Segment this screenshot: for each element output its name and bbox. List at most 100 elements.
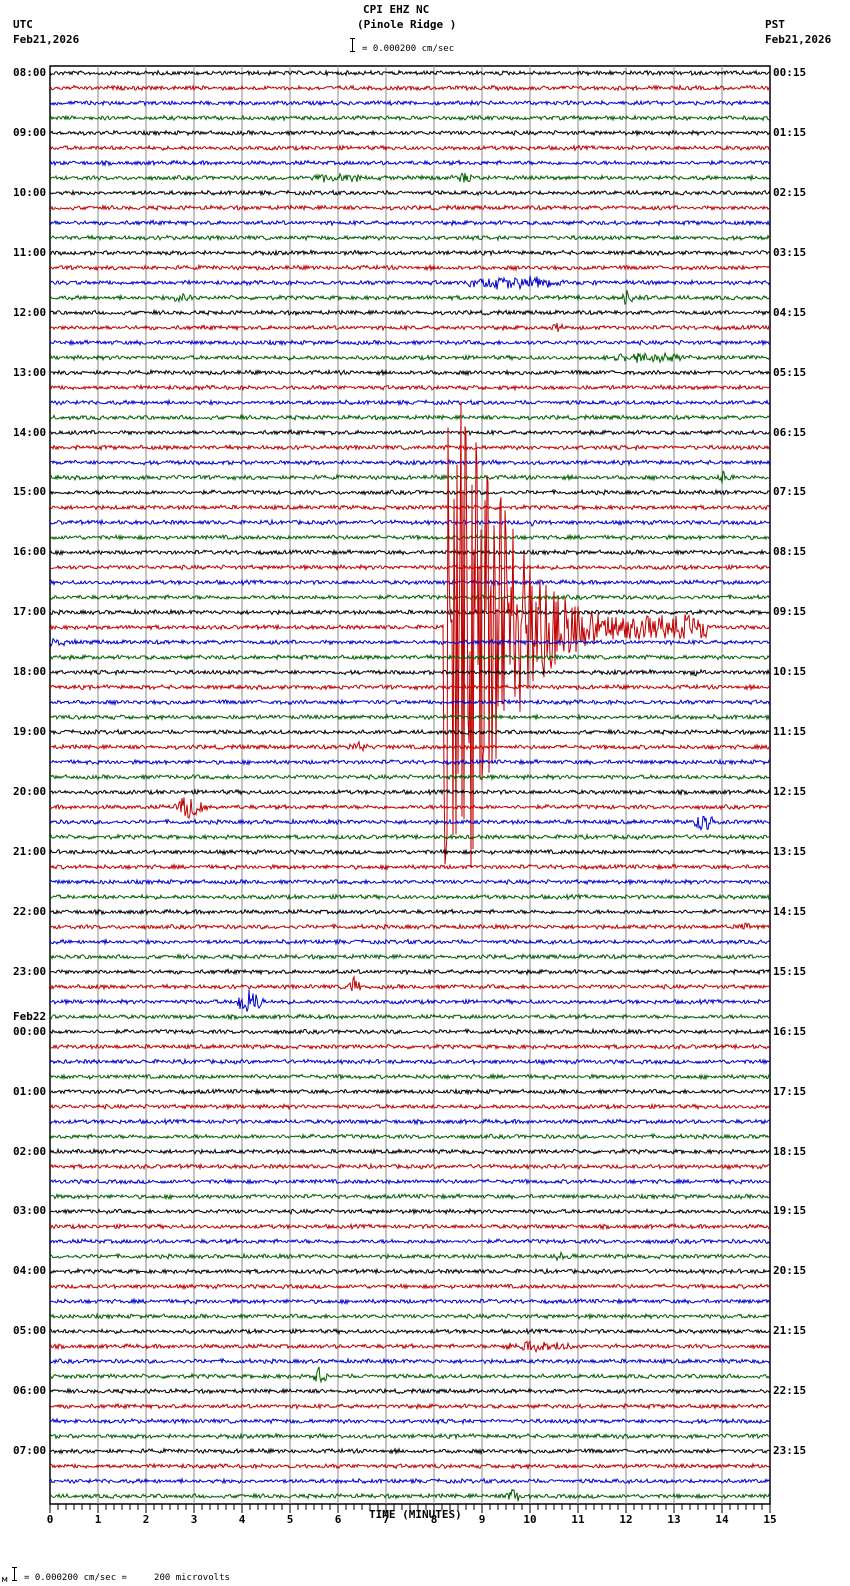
trace bbox=[49, 143, 771, 152]
x-tick-label: 3 bbox=[190, 1513, 198, 1526]
utc-time-label: 06:00 bbox=[13, 1384, 47, 1398]
trace bbox=[49, 683, 771, 692]
trace bbox=[49, 290, 771, 306]
trace bbox=[49, 1447, 771, 1456]
station-title: CPI EHZ NC bbox=[363, 3, 430, 16]
trace bbox=[49, 740, 771, 753]
trace bbox=[49, 1477, 771, 1485]
trace bbox=[49, 1297, 771, 1306]
trace bbox=[49, 413, 771, 422]
trace bbox=[49, 1177, 771, 1186]
pst-time-label: 14:15 bbox=[773, 904, 807, 918]
utc-time-label: 15:00 bbox=[13, 485, 47, 499]
trace bbox=[49, 1432, 771, 1441]
trace bbox=[49, 952, 771, 961]
trace bbox=[49, 1102, 771, 1111]
trace bbox=[49, 758, 771, 766]
trace bbox=[49, 1312, 771, 1321]
trace bbox=[49, 189, 771, 197]
trace bbox=[49, 1012, 770, 1021]
trace bbox=[49, 1147, 771, 1156]
utc-time-label: 04:00 bbox=[13, 1264, 47, 1278]
trace bbox=[49, 989, 771, 1012]
utc-time-label: 08:00 bbox=[13, 66, 47, 79]
trace bbox=[49, 172, 771, 183]
pst-time-label: 02:15 bbox=[773, 185, 807, 199]
trace bbox=[49, 1462, 771, 1471]
trace bbox=[49, 233, 771, 242]
trace bbox=[49, 398, 771, 407]
trace bbox=[49, 773, 771, 782]
trace bbox=[49, 815, 771, 832]
trace bbox=[49, 83, 771, 92]
trace bbox=[49, 974, 771, 992]
utc-time-label: 14:00 bbox=[13, 425, 47, 439]
trace bbox=[49, 322, 771, 333]
trace bbox=[49, 593, 771, 601]
trace bbox=[49, 533, 771, 542]
trace bbox=[49, 1117, 771, 1126]
x-tick-label: 1 bbox=[94, 1513, 102, 1526]
trace bbox=[49, 69, 771, 78]
trace bbox=[49, 368, 771, 377]
trace bbox=[49, 1162, 771, 1171]
trace bbox=[49, 608, 771, 616]
trace bbox=[49, 503, 771, 512]
trace bbox=[49, 788, 771, 797]
pst-time-label: 23:15 bbox=[773, 1444, 807, 1458]
x-tick-label: 10 bbox=[523, 1513, 537, 1526]
trace bbox=[49, 99, 771, 107]
utc-time-label: 02:00 bbox=[13, 1144, 47, 1158]
utc-time-label: 10:00 bbox=[13, 185, 47, 199]
trace bbox=[49, 908, 771, 917]
utc-time-label: 09:00 bbox=[13, 125, 47, 139]
trace bbox=[49, 563, 771, 572]
trace bbox=[49, 1387, 771, 1395]
footer-scale-bar-icon bbox=[12, 1567, 17, 1581]
trace bbox=[49, 443, 771, 452]
trace bbox=[49, 470, 771, 484]
trace bbox=[49, 848, 771, 856]
trace bbox=[49, 1132, 771, 1141]
utc-time-label: 05:00 bbox=[13, 1324, 47, 1338]
date-change-label: Feb22 bbox=[13, 1009, 47, 1023]
trace bbox=[49, 1251, 771, 1262]
trace bbox=[49, 263, 771, 272]
utc-time-label: 12:00 bbox=[13, 305, 47, 319]
x-tick-label: 4 bbox=[238, 1513, 246, 1526]
trace bbox=[49, 892, 771, 901]
trace bbox=[49, 308, 771, 317]
trace bbox=[49, 728, 771, 736]
pst-time-label: 16:15 bbox=[773, 1024, 807, 1038]
footer-scale-text: = 0.000200 cm/sec = 200 microvolts bbox=[24, 1573, 230, 1583]
trace bbox=[49, 1237, 771, 1245]
x-tick-label: 13 bbox=[667, 1513, 681, 1526]
x-tick-label: 2 bbox=[142, 1513, 150, 1526]
trace bbox=[49, 878, 771, 886]
trace bbox=[49, 1366, 771, 1384]
pst-time-label: 20:15 bbox=[773, 1264, 807, 1278]
x-tick-label: 8 bbox=[430, 1513, 438, 1526]
scale-bar-icon bbox=[350, 38, 355, 52]
trace bbox=[49, 578, 771, 587]
trace bbox=[49, 1357, 771, 1365]
utc-time-label: 19:00 bbox=[13, 725, 47, 739]
utc-time-label: 01:00 bbox=[13, 1084, 47, 1098]
trace bbox=[49, 159, 771, 168]
trace bbox=[49, 1042, 771, 1051]
trace bbox=[49, 338, 771, 347]
pst-time-label: 09:15 bbox=[773, 605, 807, 619]
x-tick-label: 14 bbox=[715, 1513, 729, 1526]
pst-time-label: 21:15 bbox=[773, 1324, 807, 1338]
utc-time-label: 18:00 bbox=[13, 665, 47, 679]
right-date: Feb21,2026 bbox=[765, 33, 832, 46]
pst-time-label: 10:15 bbox=[773, 665, 807, 679]
trace bbox=[49, 1057, 771, 1066]
trace bbox=[49, 114, 771, 122]
utc-time-label: 20:00 bbox=[13, 785, 47, 799]
pst-time-label: 19:15 bbox=[773, 1204, 807, 1218]
utc-time-label: 13:00 bbox=[13, 365, 47, 379]
trace bbox=[49, 922, 771, 931]
trace bbox=[49, 832, 771, 841]
trace bbox=[49, 1417, 771, 1426]
